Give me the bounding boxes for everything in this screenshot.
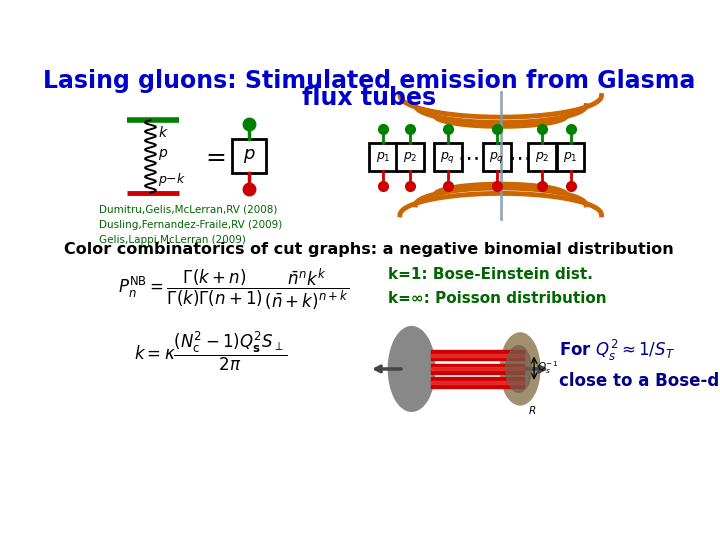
Text: $p_q$: $p_q$ (490, 150, 505, 165)
Text: k=1: Bose-Einstein dist.
k=∞: Poisson distribution: k=1: Bose-Einstein dist. k=∞: Poisson di… (388, 267, 607, 306)
Text: $p_2$: $p_2$ (402, 150, 418, 164)
Text: $p_q$: $p_q$ (441, 150, 456, 165)
Bar (431, 367, 524, 370)
Text: $p_2$: $p_2$ (534, 150, 549, 164)
FancyBboxPatch shape (434, 143, 462, 171)
Text: $p_1$: $p_1$ (376, 150, 390, 164)
FancyBboxPatch shape (396, 143, 424, 171)
Ellipse shape (388, 327, 435, 411)
Text: flux tubes: flux tubes (302, 86, 436, 110)
Text: $P_n^{\rm NB} = \dfrac{\Gamma(k+n)}{\Gamma(k)\Gamma(n+1)} \dfrac{\bar{n}^n k^k}{: $P_n^{\rm NB} = \dfrac{\Gamma(k+n)}{\Gam… (118, 267, 349, 312)
Text: $=$: $=$ (202, 144, 227, 168)
Text: Color combinatorics of cut graphs: a negative binomial distribution: Color combinatorics of cut graphs: a neg… (64, 242, 674, 257)
Text: $\cdots$: $\cdots$ (457, 147, 479, 167)
Bar (431, 377, 524, 388)
Text: Lasing gluons: Stimulated emission from Glasma: Lasing gluons: Stimulated emission from … (42, 69, 696, 93)
Text: $\cdots$: $\cdots$ (508, 147, 529, 167)
Text: Dumitru,Gelis,McLerran,RV (2008)
Dusling,Fernandez-Fraile,RV (2009)
Gelis,Lappi,: Dumitru,Gelis,McLerran,RV (2008) Dusling… (99, 205, 282, 245)
Bar (431, 381, 524, 384)
Ellipse shape (500, 333, 540, 405)
FancyBboxPatch shape (369, 143, 397, 171)
Bar (431, 363, 524, 374)
Text: $k = \kappa \dfrac{(N_{\rm c}^2-1)Q_{\bf s}^2 S_\perp}{2\pi}$: $k = \kappa \dfrac{(N_{\rm c}^2-1)Q_{\bf… (133, 330, 287, 373)
Ellipse shape (505, 346, 531, 392)
Text: $p_1$: $p_1$ (563, 150, 578, 164)
Text: $R$: $R$ (528, 403, 536, 416)
FancyBboxPatch shape (232, 139, 266, 173)
FancyBboxPatch shape (483, 143, 510, 171)
FancyBboxPatch shape (557, 143, 585, 171)
Bar (431, 354, 524, 356)
Text: $p$: $p$ (158, 147, 168, 163)
Bar (431, 350, 524, 361)
FancyBboxPatch shape (528, 143, 556, 171)
Text: $p$$-$$k$: $p$$-$$k$ (158, 171, 186, 188)
Text: $k$: $k$ (158, 125, 168, 140)
Text: $p$: $p$ (243, 147, 255, 165)
Text: For $Q_s^2 \approx 1/S_T$
close to a Bose-dist!: For $Q_s^2 \approx 1/S_T$ close to a Bos… (559, 338, 720, 390)
Text: $Q_s^{-1}$: $Q_s^{-1}$ (537, 359, 558, 376)
